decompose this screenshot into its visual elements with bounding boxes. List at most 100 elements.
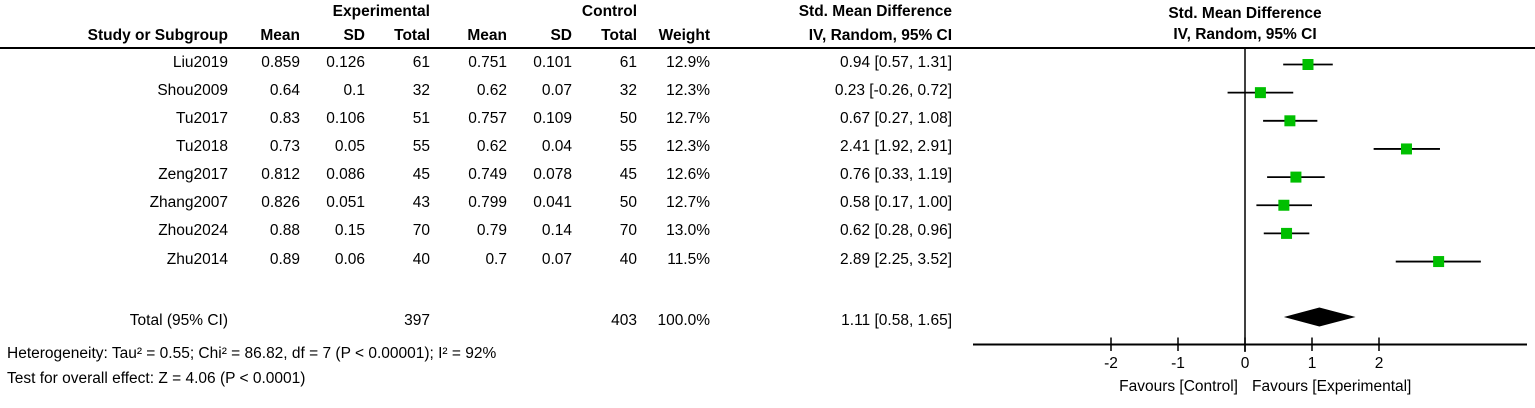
exp-sd: 0.06	[334, 250, 365, 268]
ci-text: 0.62 [0.28, 0.96]	[839, 222, 953, 240]
total-exp-total: 397	[404, 311, 430, 329]
total-ci: 1.11 [0.58, 1.65]	[841, 311, 953, 329]
header-group-row: Experimental Control Std. Mean Differenc…	[0, 0, 952, 24]
study-row: Zhu2014 0.89 0.06 40 0.7 0.07 40 11.5% 2.89 [2.2…	[0, 245, 952, 273]
weight: 12.9%	[666, 53, 711, 71]
axis-tick-label: 1	[1308, 355, 1317, 372]
exp-total: 43	[412, 194, 430, 212]
ctl-total: 61	[619, 53, 638, 71]
weight: 12.6%	[666, 166, 711, 184]
study-name: Zhu2014	[166, 250, 228, 268]
ci-text: 0.76 [0.33, 1.19]	[839, 166, 953, 184]
effect-marker	[1302, 59, 1314, 70]
total-ctl-sd-empty	[507, 306, 572, 334]
header-exp-total: Total	[394, 27, 430, 45]
ctl-mean: 0.757	[468, 109, 507, 127]
total-ctl-mean-empty	[430, 306, 507, 334]
study-name: Zhang2007	[149, 194, 228, 212]
study-row: Tu2017 0.83 0.106 51 0.757 0.109 50 12.7% 0.67 […	[0, 104, 952, 132]
effect-marker	[1433, 256, 1445, 268]
ctl-sd: 0.078	[533, 166, 572, 184]
header-study: Study or Subgroup	[87, 27, 228, 45]
exp-total: 51	[412, 109, 430, 127]
exp-total: 32	[412, 81, 430, 99]
exp-total: 45	[412, 166, 430, 184]
header-empty	[0, 0, 228, 24]
exp-sd: 0.126	[326, 53, 365, 71]
exp-total: 55	[412, 137, 430, 155]
plot-header-line1: Std. Mean Difference	[1168, 5, 1322, 22]
header-control-group: Control	[581, 3, 638, 21]
study-row: Liu2019 0.859 0.126 61 0.751 0.101 61 12.9% 0.94…	[0, 48, 952, 76]
effect-marker	[1278, 199, 1290, 211]
study-name: Liu2019	[172, 53, 228, 71]
ctl-sd: 0.04	[541, 137, 572, 155]
ctl-mean: 0.799	[468, 194, 507, 212]
ctl-sd: 0.041	[533, 194, 572, 212]
ci-text: 2.89 [2.25, 3.52]	[839, 250, 953, 268]
favours-experimental-label: Favours [Experimental]	[1252, 378, 1411, 395]
exp-mean: 0.64	[269, 81, 300, 99]
header-column-row: Study or Subgroup Mean SD Total Mean SD …	[0, 24, 952, 48]
total-exp-mean-empty	[228, 306, 300, 334]
ctl-sd: 0.07	[541, 81, 572, 99]
overall-effect-note: Test for overall effect: Z = 4.06 (P < 0…	[7, 370, 306, 387]
exp-sd: 0.106	[326, 109, 365, 127]
total-label: Total (95% CI)	[129, 311, 228, 329]
total-weight: 100.0%	[657, 311, 711, 329]
exp-sd: 0.05	[334, 137, 365, 155]
header-smd-group: Std. Mean Difference	[798, 3, 953, 21]
study-row: Zeng2017 0.812 0.086 45 0.749 0.078 45 12.6% 0.7…	[0, 161, 952, 189]
study-row: Tu2018 0.73 0.05 55 0.62 0.04 55 12.3% 2.41 [1.9…	[0, 132, 952, 160]
exp-mean: 0.73	[269, 137, 300, 155]
header-ctl-total: Total	[601, 27, 638, 45]
header-weight: Weight	[658, 27, 711, 45]
heterogeneity-note: Heterogeneity: Tau² = 0.55; Chi² = 86.82…	[7, 345, 497, 362]
ctl-total: 45	[619, 166, 638, 184]
studies-tbody: Liu2019 0.859 0.126 61 0.751 0.101 61 12.9% 0.94…	[0, 48, 952, 273]
study-row: Zhang2007 0.826 0.051 43 0.799 0.041 50 12.7% 0.…	[0, 189, 952, 217]
meta-analysis-table: Experimental Control Std. Mean Differenc…	[0, 0, 953, 334]
ctl-sd: 0.101	[533, 53, 572, 71]
ctl-mean: 0.749	[468, 166, 507, 184]
ctl-total: 70	[619, 222, 638, 240]
ctl-mean: 0.62	[476, 81, 507, 99]
study-row: Zhou2024 0.88 0.15 70 0.79 0.14 70 13.0% 0.62 [0…	[0, 217, 952, 245]
effect-marker	[1281, 227, 1293, 239]
ci-text: 0.23 [-0.26, 0.72]	[834, 81, 953, 99]
favours-control-label: Favours [Control]	[1119, 378, 1238, 395]
exp-mean: 0.88	[269, 222, 300, 240]
axis-tick-label: -2	[1104, 355, 1118, 372]
exp-sd: 0.1	[343, 81, 365, 99]
study-row: Shou2009 0.64 0.1 32 0.62 0.07 32 12.3% 0.23 [-0…	[0, 76, 952, 104]
ctl-mean: 0.79	[476, 222, 507, 240]
ctl-total: 50	[619, 194, 638, 212]
header-exp-mean: Mean	[260, 27, 300, 45]
header-ctl-mean: Mean	[467, 27, 507, 45]
exp-sd: 0.15	[334, 222, 365, 240]
study-name: Zhou2024	[158, 222, 228, 240]
ci-text: 0.58 [0.17, 1.00]	[839, 194, 953, 212]
exp-total: 40	[412, 250, 430, 268]
ci-text: 2.41 [1.92, 2.91]	[839, 137, 953, 155]
ctl-total: 55	[619, 137, 638, 155]
ctl-mean: 0.7	[485, 250, 507, 268]
header-ctl-sd: SD	[550, 27, 572, 45]
ctl-sd: 0.07	[541, 250, 572, 268]
total-exp-sd-empty	[300, 306, 365, 334]
effect-marker	[1400, 143, 1412, 155]
exp-sd: 0.051	[326, 194, 365, 212]
axis-tick-label: -1	[1171, 355, 1185, 372]
axis-tick-label: 0	[1241, 355, 1250, 372]
exp-mean: 0.826	[261, 194, 300, 212]
total-ctl-total: 403	[611, 311, 638, 329]
ctl-total: 32	[619, 81, 638, 99]
study-name: Shou2009	[157, 81, 228, 99]
exp-total: 61	[412, 53, 430, 71]
effect-marker	[1254, 87, 1266, 99]
plot-header: Std. Mean Difference IV, Random, 95% CI	[960, 3, 1530, 45]
exp-sd: 0.086	[326, 166, 365, 184]
weight: 12.3%	[666, 81, 711, 99]
study-name: Zeng2017	[158, 166, 228, 184]
summary-diamond	[1283, 307, 1356, 327]
